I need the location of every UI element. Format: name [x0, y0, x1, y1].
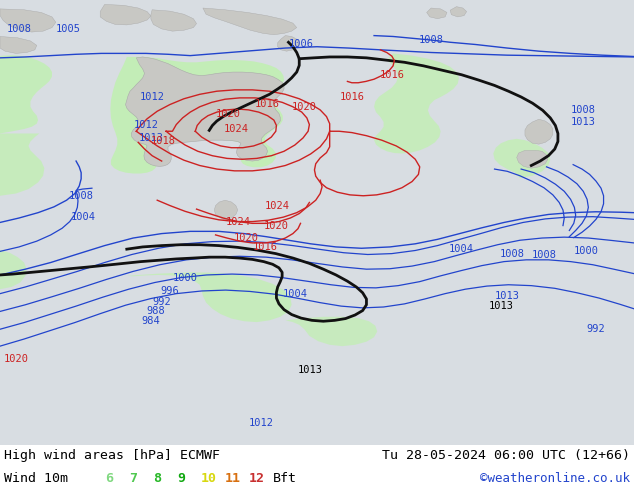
Polygon shape	[525, 119, 553, 144]
Text: 1008: 1008	[500, 248, 525, 259]
Text: 1020: 1020	[292, 102, 317, 112]
Text: 1004: 1004	[449, 244, 474, 254]
Text: 1012: 1012	[133, 120, 158, 129]
Text: 1000: 1000	[574, 246, 599, 256]
Text: 1018: 1018	[151, 137, 176, 147]
Text: 1012: 1012	[139, 92, 165, 102]
Text: 1024: 1024	[265, 200, 290, 211]
Polygon shape	[278, 36, 299, 51]
Text: 12: 12	[249, 472, 265, 486]
Polygon shape	[450, 7, 467, 17]
Text: 1020: 1020	[233, 233, 259, 243]
Polygon shape	[126, 57, 284, 167]
Polygon shape	[214, 200, 238, 220]
Polygon shape	[0, 9, 56, 32]
Text: 1024: 1024	[225, 217, 250, 226]
Polygon shape	[0, 55, 52, 133]
Text: 1013: 1013	[138, 133, 164, 143]
Text: 1008: 1008	[531, 250, 557, 260]
Polygon shape	[493, 139, 550, 178]
Text: 7: 7	[129, 472, 137, 486]
Text: 996: 996	[160, 287, 179, 296]
Polygon shape	[517, 150, 548, 168]
Polygon shape	[203, 8, 297, 35]
Polygon shape	[127, 272, 292, 322]
Polygon shape	[100, 4, 151, 25]
Polygon shape	[285, 317, 377, 346]
Text: 1020: 1020	[216, 109, 241, 119]
Text: 1005: 1005	[56, 24, 81, 34]
Text: 1016: 1016	[379, 70, 404, 80]
Text: 988: 988	[146, 306, 165, 317]
Text: Tu 28-05-2024 06:00 UTC (12+66): Tu 28-05-2024 06:00 UTC (12+66)	[382, 449, 630, 463]
Text: 1013: 1013	[495, 291, 520, 301]
Text: 1006: 1006	[288, 40, 314, 49]
Text: 1016: 1016	[255, 99, 280, 109]
FancyBboxPatch shape	[0, 445, 634, 490]
Polygon shape	[0, 250, 27, 289]
Polygon shape	[0, 36, 37, 53]
Polygon shape	[151, 10, 197, 31]
Text: ©weatheronline.co.uk: ©weatheronline.co.uk	[480, 472, 630, 486]
Polygon shape	[0, 133, 44, 196]
Text: 11: 11	[225, 472, 241, 486]
Text: 1000: 1000	[172, 273, 198, 283]
Text: 1004: 1004	[71, 212, 96, 222]
Text: 1013: 1013	[298, 365, 323, 375]
Text: Bft: Bft	[273, 472, 297, 486]
Text: 6: 6	[105, 472, 113, 486]
Text: 1020: 1020	[263, 221, 288, 231]
Text: 984: 984	[141, 316, 160, 326]
Polygon shape	[374, 53, 459, 153]
Text: 10: 10	[201, 472, 217, 486]
Text: 9: 9	[177, 472, 185, 486]
Text: 1013: 1013	[488, 301, 514, 311]
Text: 1004: 1004	[282, 289, 307, 298]
Text: 992: 992	[586, 324, 605, 334]
Text: High wind areas [hPa] ECMWF: High wind areas [hPa] ECMWF	[4, 449, 220, 463]
Text: 1016: 1016	[339, 92, 365, 102]
Text: 1024: 1024	[223, 124, 249, 134]
Text: 1016: 1016	[252, 242, 278, 252]
Text: 1008: 1008	[571, 105, 596, 115]
Text: 1008: 1008	[68, 191, 94, 201]
Text: 1008: 1008	[418, 35, 444, 45]
Polygon shape	[110, 57, 284, 173]
Text: 1020: 1020	[3, 354, 29, 365]
Text: Wind 10m: Wind 10m	[4, 472, 68, 486]
Text: 992: 992	[152, 296, 171, 307]
Text: 1012: 1012	[249, 417, 274, 428]
Polygon shape	[427, 8, 447, 19]
Text: 8: 8	[153, 472, 161, 486]
Text: 1013: 1013	[571, 117, 596, 127]
Text: 1008: 1008	[6, 24, 32, 34]
